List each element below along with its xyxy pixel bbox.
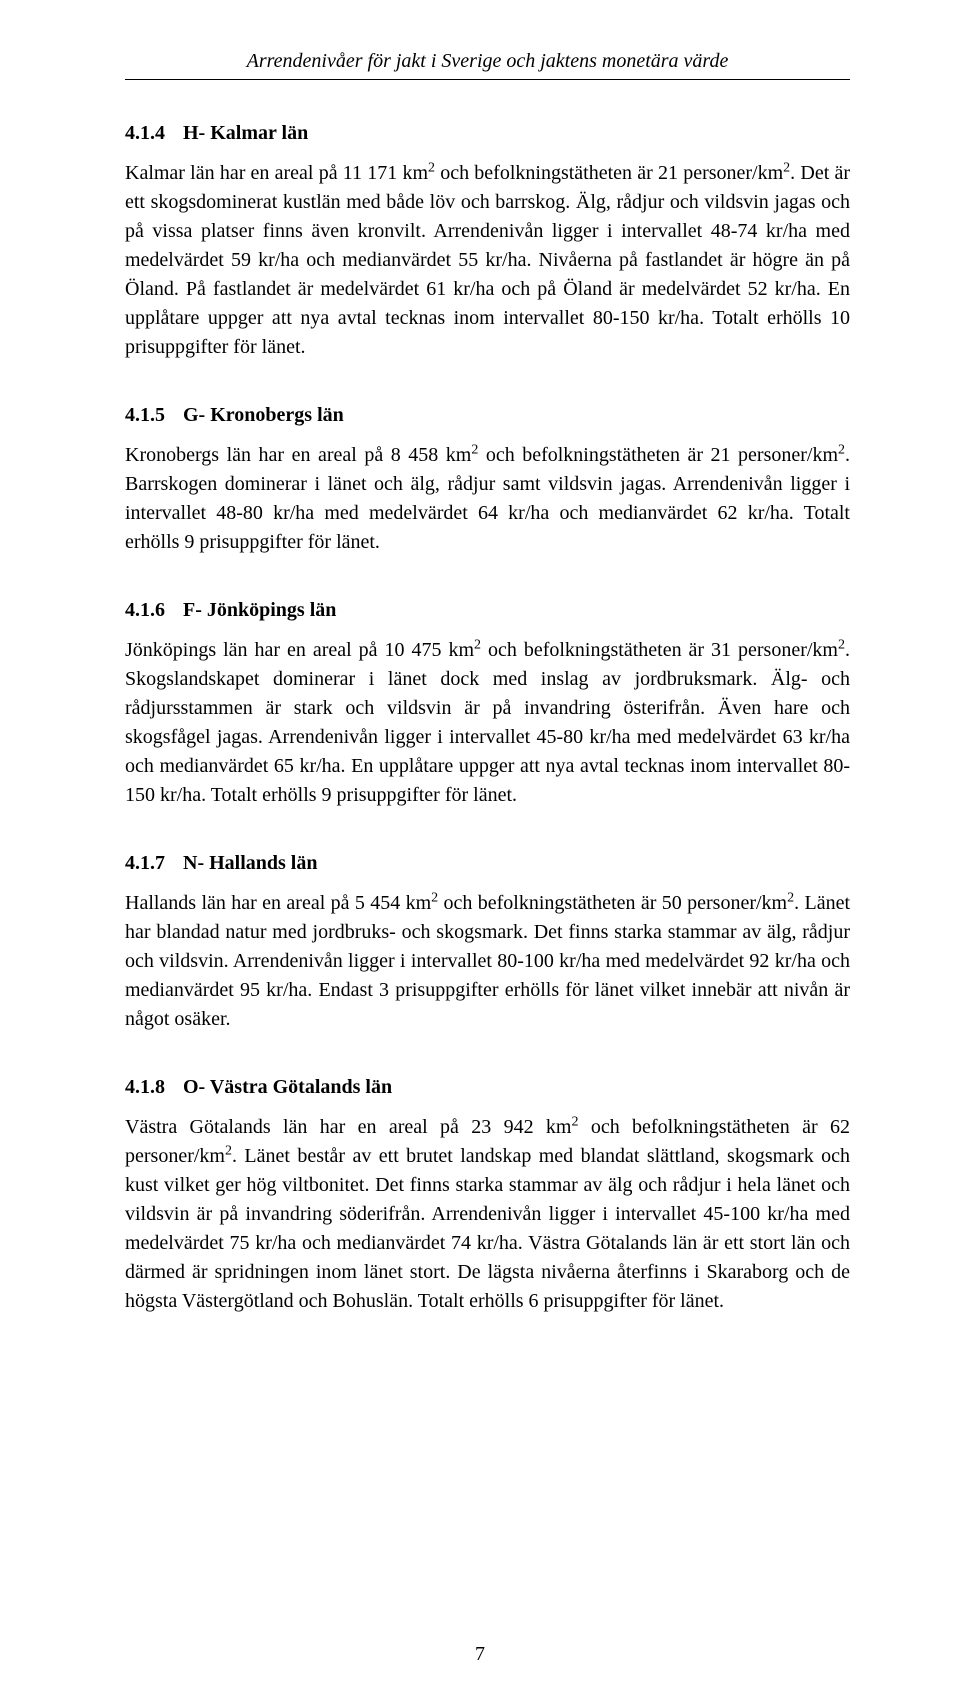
body-fragment: . Länet består av ett brutet landskap me… bbox=[125, 1145, 850, 1312]
body-fragment: och befolkningstätheten är 21 personer/k… bbox=[478, 444, 838, 466]
body-fragment: och befolkningstätheten är 31 personer/k… bbox=[481, 639, 838, 661]
section-body-4-1-7: Hallands län har en areal på 5 454 km2 o… bbox=[125, 889, 850, 1034]
body-fragment: Hallands län har en areal på 5 454 km bbox=[125, 892, 431, 914]
superscript: 2 bbox=[838, 442, 845, 457]
body-fragment: Jönköpings län har en areal på 10 475 km bbox=[125, 639, 474, 661]
document-page: Arrendenivåer för jakt i Sverige och jak… bbox=[0, 0, 960, 1706]
section-heading-4-1-4: 4.1.4 H- Kalmar län bbox=[125, 122, 850, 145]
section-title: F- Jönköpings län bbox=[183, 599, 336, 621]
body-fragment: Kronobergs län har en areal på 8 458 km bbox=[125, 444, 471, 466]
page-number: 7 bbox=[0, 1643, 960, 1666]
section-number: 4.1.6 bbox=[125, 599, 165, 622]
section-body-4-1-8: Västra Götalands län har en areal på 23 … bbox=[125, 1113, 850, 1316]
body-fragment: och befolkningstätheten är 21 personer/k… bbox=[435, 162, 783, 184]
body-fragment: Kalmar län har en areal på 11 171 km bbox=[125, 162, 428, 184]
body-fragment: och befolkningstätheten är 50 personer/k… bbox=[438, 892, 787, 914]
section-number: 4.1.8 bbox=[125, 1076, 165, 1099]
body-fragment: Västra Götalands län har en areal på 23 … bbox=[125, 1116, 571, 1138]
body-fragment: . Det är ett skogsdominerat kustlän med … bbox=[125, 162, 850, 358]
superscript: 2 bbox=[225, 1143, 232, 1158]
header-rule bbox=[125, 79, 850, 80]
section-title: O- Västra Götalands län bbox=[183, 1076, 392, 1098]
section-number: 4.1.7 bbox=[125, 852, 165, 875]
superscript: 2 bbox=[428, 160, 435, 175]
section-body-4-1-5: Kronobergs län har en areal på 8 458 km 2… bbox=[125, 441, 850, 557]
running-head: Arrendenivåer för jakt i Sverige och jak… bbox=[125, 50, 850, 73]
section-number: 4.1.5 bbox=[125, 404, 165, 427]
section-heading-4-1-7: 4.1.7 N- Hallands län bbox=[125, 852, 850, 875]
section-body-4-1-4: Kalmar län har en areal på 11 171 km2 oc… bbox=[125, 159, 850, 362]
section-heading-4-1-5: 4.1.5 G- Kronobergs län bbox=[125, 404, 850, 427]
section-body-4-1-6: Jönköpings län har en areal på 10 475 km… bbox=[125, 636, 850, 810]
section-heading-4-1-6: 4.1.6 F- Jönköpings län bbox=[125, 599, 850, 622]
section-number: 4.1.4 bbox=[125, 122, 165, 145]
body-fragment: . Skogslandskapet dominerar i länet dock… bbox=[125, 639, 850, 806]
section-title: G- Kronobergs län bbox=[183, 404, 344, 426]
section-title: N- Hallands län bbox=[183, 852, 317, 874]
superscript: 2 bbox=[838, 637, 845, 652]
section-heading-4-1-8: 4.1.8 O- Västra Götalands län bbox=[125, 1076, 850, 1099]
superscript: 2 bbox=[474, 637, 481, 652]
section-title: H- Kalmar län bbox=[183, 122, 308, 144]
